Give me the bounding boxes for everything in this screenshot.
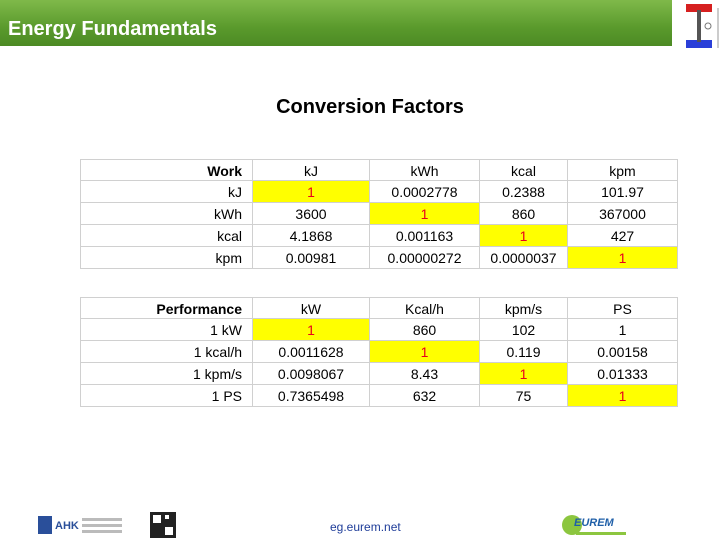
table-cell: 0.0000037 [480,247,568,269]
table-cell: 860 [370,319,480,341]
qr-code [150,512,176,538]
table-cell: 632 [370,385,480,407]
header-cell: kpm [568,159,678,181]
header-cell: kpm/s [480,297,568,319]
row-label: 1 kW [80,319,253,341]
table-cell: 427 [568,225,678,247]
table-cell: 1 [568,319,678,341]
footer-url: eg.eurem.net [330,520,401,534]
table-cell: 1 [480,225,568,247]
header-bar [0,0,672,46]
header-cell: Work [80,159,253,181]
table-cell: 102 [480,319,568,341]
header-cell: kJ [253,159,370,181]
ahk-logo: AHK [38,516,122,534]
table-cell: 1 [568,385,678,407]
table-cell: 0.0098067 [253,363,370,385]
eurem-logo: EUREM [562,515,626,535]
table-cell: 0.7365498 [253,385,370,407]
row-label: kWh [80,203,253,225]
heading: Conversion Factors [276,96,464,118]
table-cell: 0.0002778 [370,181,480,203]
table-cell: 101.97 [568,181,678,203]
row-label: kcal [80,225,253,247]
table-cell: 0.2388 [480,181,568,203]
header-cell: Kcal/h [370,297,480,319]
row-label: 1 kpm/s [80,363,253,385]
table-cell: 8.43 [370,363,480,385]
table-cell: 0.00981 [253,247,370,269]
header-cell: kcal [480,159,568,181]
table-cell: 1 [568,247,678,269]
logo-text: AHK [55,520,79,532]
table-cell: 1 [253,319,370,341]
header-cell: kW [253,297,370,319]
table-cell: 1 [480,363,568,385]
table-cell: 0.00158 [568,341,678,363]
table-cell: 0.0011628 [253,341,370,363]
header-cell: kWh [370,159,480,181]
header-cell: PS [568,297,678,319]
table-cell: 0.01333 [568,363,678,385]
row-label: kpm [80,247,253,269]
table-cell: 0.119 [480,341,568,363]
table-cell: 1 [370,203,480,225]
header-cell: Performance [80,297,253,319]
table-cell: 0.00000272 [370,247,480,269]
slide-title: Energy Fundamentals [8,18,217,40]
corner-logo [686,4,719,48]
row-label: kJ [80,181,253,203]
table-cell: 1 [370,341,480,363]
table-cell: 4.1868 [253,225,370,247]
table-cell: 3600 [253,203,370,225]
table-cell: 75 [480,385,568,407]
row-label: 1 kcal/h [80,341,253,363]
table-cell: 860 [480,203,568,225]
logo-text: EUREM [574,517,615,529]
table-cell: 0.001163 [370,225,480,247]
row-label: 1 PS [80,385,253,407]
table-cell: 1 [253,181,370,203]
table-cell: 367000 [568,203,678,225]
